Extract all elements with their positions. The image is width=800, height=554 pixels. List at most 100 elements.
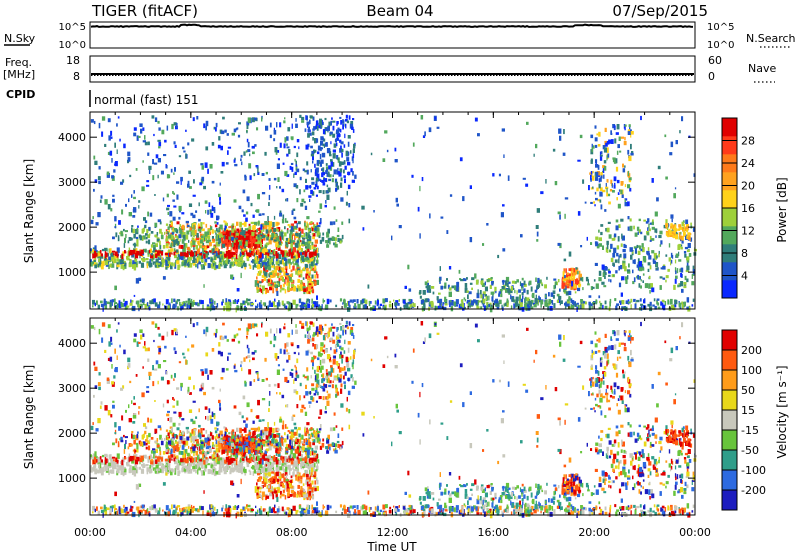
data-cell (122, 462, 124, 468)
data-cell (356, 299, 359, 304)
data-cell (173, 172, 175, 175)
data-cell (603, 285, 607, 288)
data-cell (299, 240, 302, 243)
data-cell (181, 212, 185, 215)
data-cell (310, 465, 313, 469)
data-cell (218, 437, 221, 442)
data-cell (322, 232, 325, 236)
data-cell (311, 253, 314, 257)
data-cell (419, 295, 422, 299)
data-cell (640, 285, 642, 289)
data-cell (227, 250, 231, 255)
data-cell (164, 252, 168, 256)
data-cell (310, 145, 313, 149)
data-cell (193, 261, 195, 266)
data-cell (210, 464, 214, 469)
data-cell (439, 306, 443, 309)
data-cell (627, 184, 631, 189)
data-cell (619, 300, 622, 303)
data-cell (110, 253, 114, 257)
data-cell (157, 219, 162, 223)
data-cell (147, 459, 150, 463)
nsearch-tick-bottom: 10^0 (707, 40, 734, 51)
data-cell (216, 222, 219, 225)
data-cell (285, 241, 288, 246)
data-cell (277, 264, 280, 267)
data-cell (189, 227, 192, 231)
data-cell (224, 428, 228, 432)
data-cell (106, 248, 108, 252)
data-cell (684, 275, 687, 281)
data-cell (295, 164, 298, 167)
data-cell (255, 244, 257, 249)
data-cell (279, 210, 282, 213)
data-cell (432, 291, 435, 295)
data-cell (234, 299, 237, 303)
data-cell (220, 171, 224, 174)
data-cell (172, 191, 174, 194)
data-cell (142, 160, 144, 163)
data-cell (310, 281, 314, 287)
data-cell (91, 467, 94, 471)
data-cell (253, 117, 257, 121)
colorbar-swatch (722, 226, 737, 245)
data-cell (627, 226, 630, 231)
data-cell (259, 454, 263, 460)
data-cell (295, 260, 299, 265)
data-cell (403, 305, 406, 310)
data-cell (223, 235, 226, 240)
data-cell (176, 249, 179, 253)
data-cell (296, 139, 300, 143)
data-cell (572, 275, 576, 280)
data-cell (212, 466, 216, 470)
data-cell (168, 249, 171, 253)
data-cell (281, 267, 285, 272)
data-cell (229, 301, 232, 307)
data-cell (648, 228, 651, 232)
data-cell (308, 273, 311, 276)
data-cell (482, 293, 484, 299)
data-cell (282, 277, 284, 282)
data-cell (549, 305, 553, 311)
data-cell (563, 288, 566, 293)
data-cell (261, 275, 265, 278)
data-cell (273, 264, 275, 270)
data-cell (301, 454, 303, 460)
data-cell (230, 457, 234, 464)
data-cell (374, 300, 377, 305)
data-cell (248, 469, 251, 472)
data-cell (608, 249, 612, 253)
data-cell (250, 260, 253, 263)
data-cell (311, 228, 314, 232)
data-cell (232, 247, 236, 251)
data-cell (168, 230, 170, 233)
data-cell (314, 265, 317, 270)
data-cell (320, 159, 324, 164)
data-cell (306, 223, 309, 228)
colorbar-tick: 20 (741, 180, 755, 193)
data-cell (528, 280, 531, 286)
data-cell (621, 194, 624, 198)
data-cell (307, 303, 311, 308)
data-cell (257, 234, 260, 238)
colorbar-swatch (722, 208, 737, 227)
data-cell (334, 178, 338, 183)
data-cell (633, 225, 635, 230)
data-cell (267, 279, 270, 283)
data-cell (394, 302, 398, 306)
data-cell (181, 239, 185, 244)
data-cell (475, 300, 478, 305)
data-cell (158, 146, 161, 149)
data-cell (207, 251, 209, 256)
data-cell (667, 234, 670, 238)
data-cell (238, 263, 242, 267)
data-cell (285, 273, 289, 276)
data-cell (321, 179, 325, 183)
data-cell (232, 231, 236, 237)
data-cell (394, 147, 397, 152)
data-cell (260, 458, 264, 464)
data-cell (384, 130, 388, 134)
data-cell (253, 468, 257, 474)
data-cell (136, 250, 140, 256)
data-cell (161, 465, 165, 469)
